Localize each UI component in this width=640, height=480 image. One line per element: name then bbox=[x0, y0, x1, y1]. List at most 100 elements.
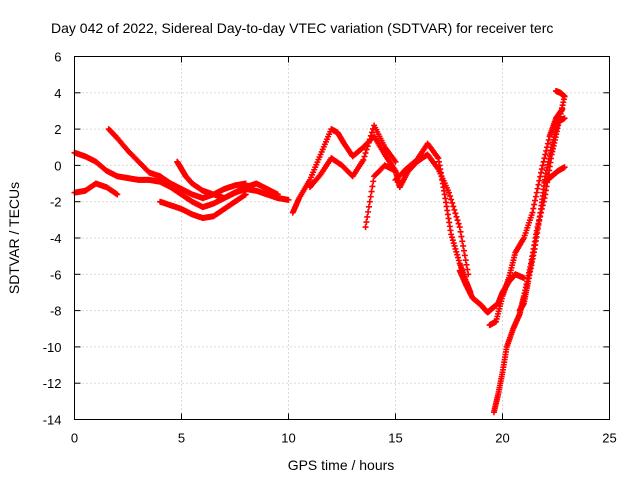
data-point bbox=[446, 189, 452, 196]
y-tick-label: 4 bbox=[54, 86, 61, 101]
data-point bbox=[365, 208, 372, 215]
data-point bbox=[362, 150, 369, 157]
data-point bbox=[561, 93, 568, 100]
data-point bbox=[451, 206, 458, 213]
x-axis-label: GPS time / hours bbox=[288, 457, 395, 473]
y-tick-label: -14 bbox=[43, 413, 62, 428]
data-point bbox=[459, 238, 466, 245]
y-axis-label: SDTVAR / TECUs bbox=[6, 182, 22, 294]
series-arc-m bbox=[516, 115, 568, 314]
data-point bbox=[529, 209, 536, 216]
x-tick-label: 5 bbox=[178, 431, 185, 446]
data-marks bbox=[71, 87, 568, 416]
data-point bbox=[456, 224, 463, 231]
data-point bbox=[453, 248, 460, 255]
data-point bbox=[450, 240, 457, 247]
data-point bbox=[532, 197, 539, 204]
data-point bbox=[460, 242, 467, 249]
data-point bbox=[242, 191, 249, 198]
data-point bbox=[370, 178, 377, 185]
data-point bbox=[447, 193, 454, 200]
data-point bbox=[463, 261, 470, 268]
x-tick-label: 20 bbox=[495, 431, 509, 446]
data-point bbox=[363, 146, 370, 153]
data-point bbox=[455, 220, 462, 227]
data-point bbox=[449, 237, 456, 244]
data-point bbox=[561, 115, 568, 122]
data-point bbox=[531, 201, 538, 208]
data-point bbox=[559, 106, 566, 113]
data-point bbox=[448, 234, 455, 241]
data-point bbox=[539, 162, 546, 169]
data-point bbox=[274, 191, 281, 198]
data-point bbox=[544, 140, 551, 147]
data-point bbox=[457, 228, 464, 235]
data-point bbox=[368, 129, 375, 136]
series-arc-l bbox=[486, 106, 566, 329]
data-point bbox=[364, 213, 371, 220]
data-point bbox=[361, 153, 368, 160]
data-point bbox=[360, 156, 367, 163]
series-arc-f bbox=[289, 126, 399, 216]
data-point bbox=[535, 181, 542, 188]
y-tick-label: -4 bbox=[50, 231, 62, 246]
data-point bbox=[366, 198, 373, 205]
data-point bbox=[363, 219, 370, 226]
x-tick-label: 25 bbox=[602, 431, 616, 446]
data-point bbox=[453, 213, 460, 220]
y-tick-label: -2 bbox=[50, 195, 62, 210]
y-tick-label: -6 bbox=[50, 267, 62, 282]
data-point bbox=[561, 164, 568, 171]
x-tick-labels: 0 5 10 15 20 25 bbox=[71, 431, 617, 446]
data-point bbox=[448, 196, 455, 203]
data-point bbox=[460, 247, 467, 254]
series-arc-o bbox=[553, 87, 568, 100]
series-arc-h bbox=[362, 151, 472, 278]
data-point bbox=[454, 217, 461, 224]
data-point bbox=[448, 231, 455, 238]
data-point bbox=[392, 158, 399, 165]
data-point bbox=[367, 193, 374, 200]
data-point bbox=[365, 203, 372, 210]
data-point bbox=[464, 266, 471, 273]
axis-ticks bbox=[74, 56, 610, 420]
series-arc-g bbox=[306, 122, 399, 191]
data-point bbox=[533, 189, 540, 196]
data-point bbox=[537, 173, 544, 180]
data-point bbox=[362, 224, 369, 231]
series-arc-c bbox=[105, 126, 249, 202]
y-tick-label: 2 bbox=[54, 122, 61, 137]
y-tick-label: -12 bbox=[43, 376, 62, 391]
data-point bbox=[458, 233, 465, 240]
data-point bbox=[455, 257, 462, 264]
data-point bbox=[454, 254, 461, 261]
y-tick-label: -8 bbox=[50, 304, 62, 319]
series-arc-k bbox=[490, 93, 568, 416]
data-point bbox=[451, 242, 458, 249]
data-point bbox=[449, 199, 456, 206]
y-tick-label: 0 bbox=[54, 158, 61, 173]
grid-lines bbox=[74, 56, 610, 420]
data-point bbox=[462, 257, 469, 264]
series-arc-d bbox=[157, 191, 249, 222]
data-point bbox=[450, 203, 457, 210]
data-point bbox=[365, 139, 372, 146]
y-tick-labels: -14 -12 -10 -8 -6 -4 -2 0 2 4 6 bbox=[43, 50, 62, 428]
data-point bbox=[367, 132, 374, 139]
data-point bbox=[369, 183, 376, 190]
y-tick-label: 6 bbox=[54, 50, 61, 65]
data-point bbox=[461, 252, 468, 259]
data-point bbox=[538, 166, 545, 173]
data-point bbox=[542, 151, 549, 158]
data-point bbox=[285, 196, 292, 203]
data-point bbox=[536, 177, 543, 184]
data-point bbox=[368, 188, 375, 195]
data-point bbox=[530, 205, 537, 212]
data-point bbox=[364, 143, 371, 150]
series-arc-n bbox=[542, 164, 568, 185]
data-point bbox=[532, 193, 539, 200]
data-point bbox=[454, 251, 461, 258]
series-arc-b bbox=[71, 180, 121, 198]
data-point bbox=[452, 210, 459, 217]
